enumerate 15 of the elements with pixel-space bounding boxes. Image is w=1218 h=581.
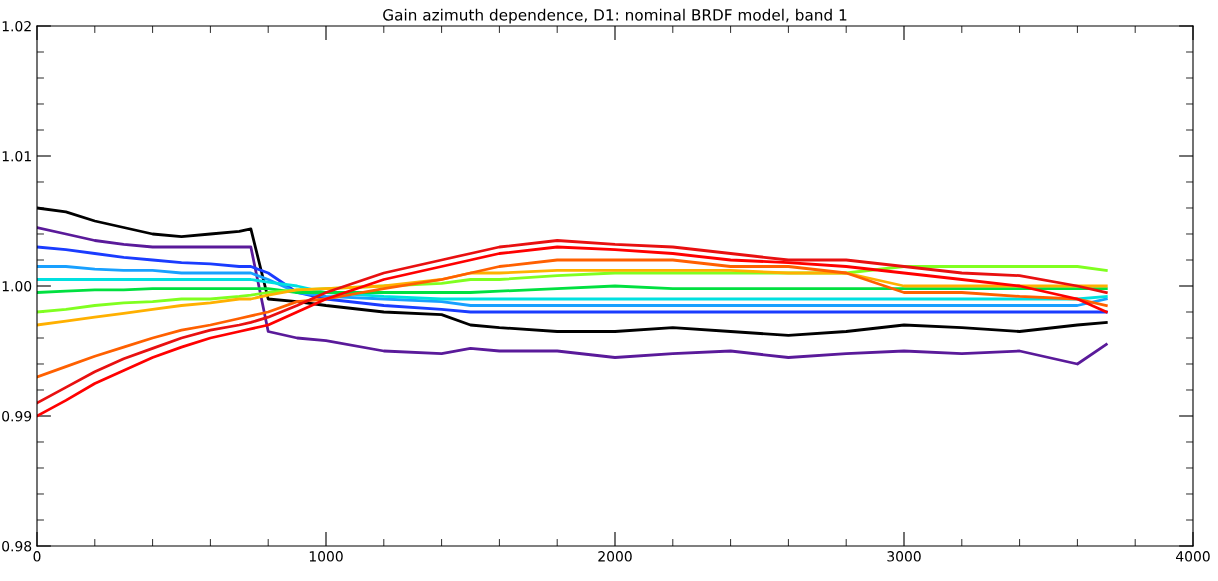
x-tick-label: 0 (33, 551, 41, 562)
y-tick-label: 1.02 (2, 20, 31, 32)
line-series (37, 278, 1108, 301)
x-tick-label: 2000 (598, 551, 632, 562)
x-tick-label: 3000 (887, 551, 921, 562)
line-series (37, 258, 1108, 379)
y-tick-label: 1.00 (2, 280, 32, 292)
line-series (37, 226, 1108, 366)
chart-title: Gain azimuth dependence, D1: nominal BRDF model, band 1 (383, 8, 847, 24)
y-tick-label: 0.99 (2, 410, 32, 422)
x-tick-label: 1000 (309, 551, 343, 562)
y-tick-label: 0.98 (2, 540, 32, 552)
y-tick-label: 1.01 (2, 150, 31, 162)
line-series (37, 284, 1108, 294)
x-tick-label: 4000 (1176, 551, 1210, 562)
